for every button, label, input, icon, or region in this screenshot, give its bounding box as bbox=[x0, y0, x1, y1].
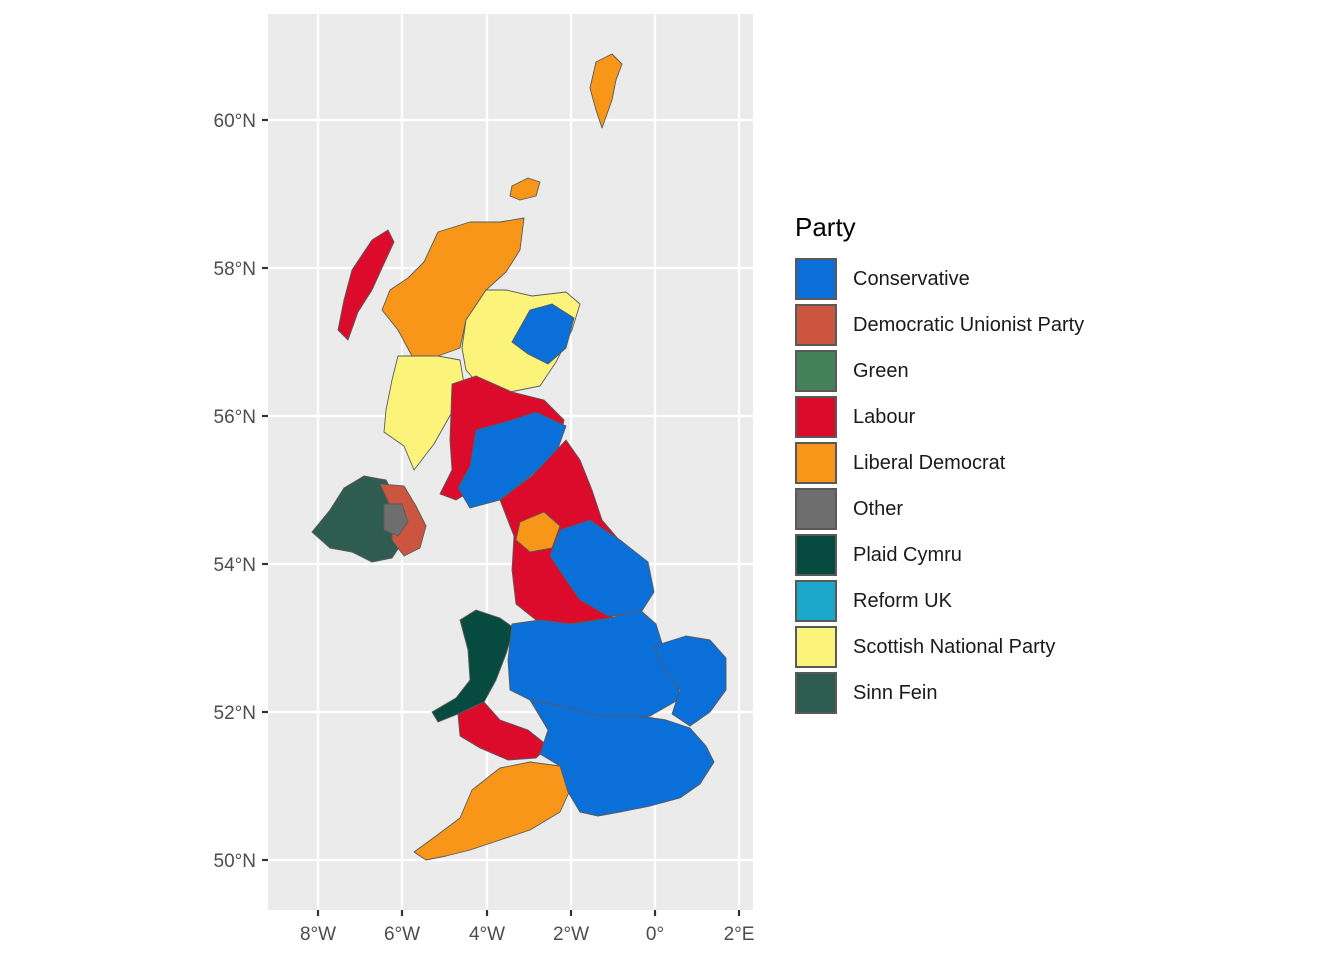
x-tick-label: 4°W bbox=[469, 924, 505, 945]
legend-swatch bbox=[795, 350, 837, 392]
region-argyll bbox=[383, 355, 465, 471]
y-tick-label: 56°N bbox=[214, 407, 256, 428]
legend-item: Democratic Unionist Party bbox=[795, 302, 1084, 348]
legend-label: Liberal Democrat bbox=[853, 451, 1006, 474]
legend-label: Other bbox=[853, 497, 904, 520]
region-shetland bbox=[589, 53, 623, 129]
legend-item: Reform UK bbox=[795, 578, 1084, 624]
legend-swatch bbox=[795, 396, 837, 438]
region-northern-ireland-other bbox=[383, 503, 409, 537]
legend-swatch bbox=[795, 580, 837, 622]
legend-title: Party bbox=[795, 212, 856, 242]
y-tick-label: 60°N bbox=[214, 111, 256, 132]
legend-swatch bbox=[795, 672, 837, 714]
region-orkney bbox=[509, 177, 541, 201]
legend-swatch bbox=[795, 626, 837, 668]
region-western-isles bbox=[337, 229, 395, 341]
region-east-anglia bbox=[653, 635, 727, 727]
legend-label: Democratic Unionist Party bbox=[853, 313, 1085, 336]
y-tick-label: 58°N bbox=[214, 259, 256, 280]
legend-label: Reform UK bbox=[853, 589, 952, 612]
legend-item: Plaid Cymru bbox=[795, 532, 1084, 578]
x-tick-label: 6°W bbox=[384, 924, 420, 945]
legend-item: Liberal Democrat bbox=[795, 440, 1084, 486]
legend-label: Plaid Cymru bbox=[853, 543, 962, 566]
legend-item: Conservative bbox=[795, 256, 1084, 302]
region-lake-district bbox=[515, 511, 561, 553]
legend-swatch bbox=[795, 304, 837, 346]
legend-item: Labour bbox=[795, 394, 1084, 440]
legend-label: Conservative bbox=[853, 267, 970, 290]
x-tick-label: 0° bbox=[646, 924, 664, 945]
legend-item: Sinn Fein bbox=[795, 670, 1084, 716]
legend-swatch bbox=[795, 534, 837, 576]
x-tick-label: 8°W bbox=[300, 924, 336, 945]
legend-item: Scottish National Party bbox=[795, 624, 1084, 670]
y-tick-label: 50°N bbox=[214, 851, 256, 872]
region-scottish-borders bbox=[457, 411, 567, 509]
legend-swatch bbox=[795, 488, 837, 530]
legend-item: Green bbox=[795, 348, 1084, 394]
legend: Party Conservative Democratic Unionist P… bbox=[795, 210, 1084, 716]
y-axis: 60°N 58°N 56°N 54°N 52°N 50°N bbox=[214, 111, 268, 872]
y-tick-label: 52°N bbox=[214, 703, 256, 724]
region-northern-highlands bbox=[381, 217, 525, 357]
legend-label: Scottish National Party bbox=[853, 635, 1056, 658]
legend-label: Green bbox=[853, 359, 909, 382]
x-tick-label: 2°E bbox=[724, 924, 755, 945]
legend-label: Labour bbox=[853, 405, 916, 428]
region-south-england bbox=[529, 699, 715, 817]
constituencies bbox=[311, 53, 727, 861]
region-aberdeenshire bbox=[511, 303, 575, 365]
legend-label: Sinn Fein bbox=[853, 681, 938, 704]
x-tick-label: 2°W bbox=[553, 924, 589, 945]
legend-swatch bbox=[795, 442, 837, 484]
x-axis: 8°W 6°W 4°W 2°W 0° 2°E bbox=[300, 910, 754, 945]
legend-item: Other bbox=[795, 486, 1084, 532]
legend-swatch bbox=[795, 258, 837, 300]
y-tick-label: 54°N bbox=[214, 555, 256, 576]
